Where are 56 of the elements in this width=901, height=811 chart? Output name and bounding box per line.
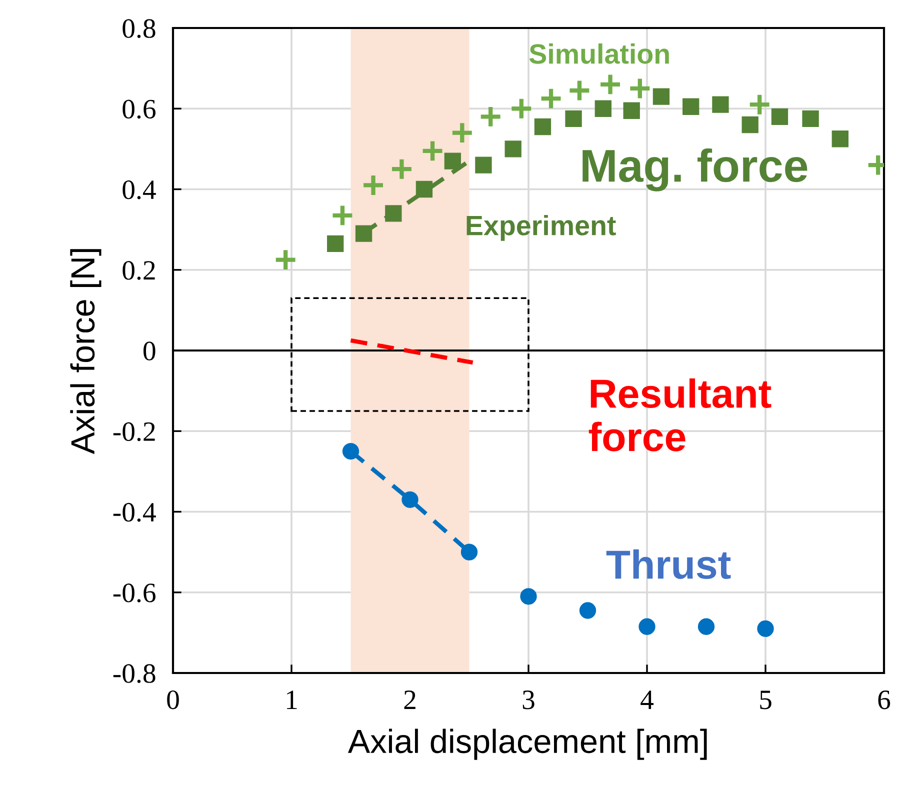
y-tick-label: -0.8 xyxy=(113,664,156,684)
point xyxy=(385,205,402,222)
annotation: Thrust xyxy=(606,549,731,579)
point xyxy=(327,235,344,252)
annotation: Experiment xyxy=(466,215,616,241)
point xyxy=(416,180,433,198)
point xyxy=(568,78,592,102)
point xyxy=(444,152,461,170)
x-tick-label: 3 xyxy=(522,690,534,710)
x-tick-label: 1 xyxy=(287,690,297,709)
y-tick-label: 0.8 xyxy=(122,19,156,38)
point xyxy=(565,110,582,128)
point xyxy=(420,139,444,163)
point xyxy=(628,76,652,100)
point xyxy=(504,140,522,158)
point xyxy=(510,96,534,120)
point xyxy=(355,225,372,242)
point xyxy=(832,130,848,148)
annotation: Mag. force xyxy=(582,148,808,192)
point xyxy=(579,602,596,619)
y-axis-title: Axial force [N] xyxy=(70,249,102,454)
y-tick-label: 0.4 xyxy=(122,180,156,200)
point xyxy=(520,588,537,605)
x-tick-label: 2 xyxy=(404,690,416,709)
point xyxy=(802,110,819,128)
annotation: Resultant force xyxy=(588,378,772,452)
point xyxy=(652,88,670,105)
point xyxy=(534,118,552,136)
x-tick-label: 0 xyxy=(167,690,179,710)
point xyxy=(638,618,656,635)
point xyxy=(623,102,640,119)
y-tick-label: 0.2 xyxy=(122,261,155,280)
point xyxy=(698,618,715,635)
point xyxy=(757,620,774,637)
y-tick-label: 0.6 xyxy=(122,100,156,119)
point xyxy=(748,92,772,116)
point xyxy=(342,442,360,460)
y-tick-label: 0 xyxy=(144,342,156,360)
x-tick-label: 6 xyxy=(878,690,890,710)
x-axis-title: Axial displacement [mm] xyxy=(348,728,707,760)
point xyxy=(771,108,788,126)
point xyxy=(712,96,729,113)
point xyxy=(594,100,612,117)
point xyxy=(330,204,354,228)
point xyxy=(460,544,478,560)
point xyxy=(475,156,492,174)
point xyxy=(682,98,700,115)
y-tick-label: -0.6 xyxy=(113,584,156,602)
y-tick-label: -0.4 xyxy=(113,502,156,522)
y-tick-label: -0.2 xyxy=(113,422,155,442)
x-tick-label: 4 xyxy=(640,690,654,709)
point xyxy=(402,491,418,508)
point xyxy=(539,86,563,110)
annotation: Simulation xyxy=(529,43,669,64)
point xyxy=(742,116,758,134)
x-tick-label: 5 xyxy=(760,690,772,710)
